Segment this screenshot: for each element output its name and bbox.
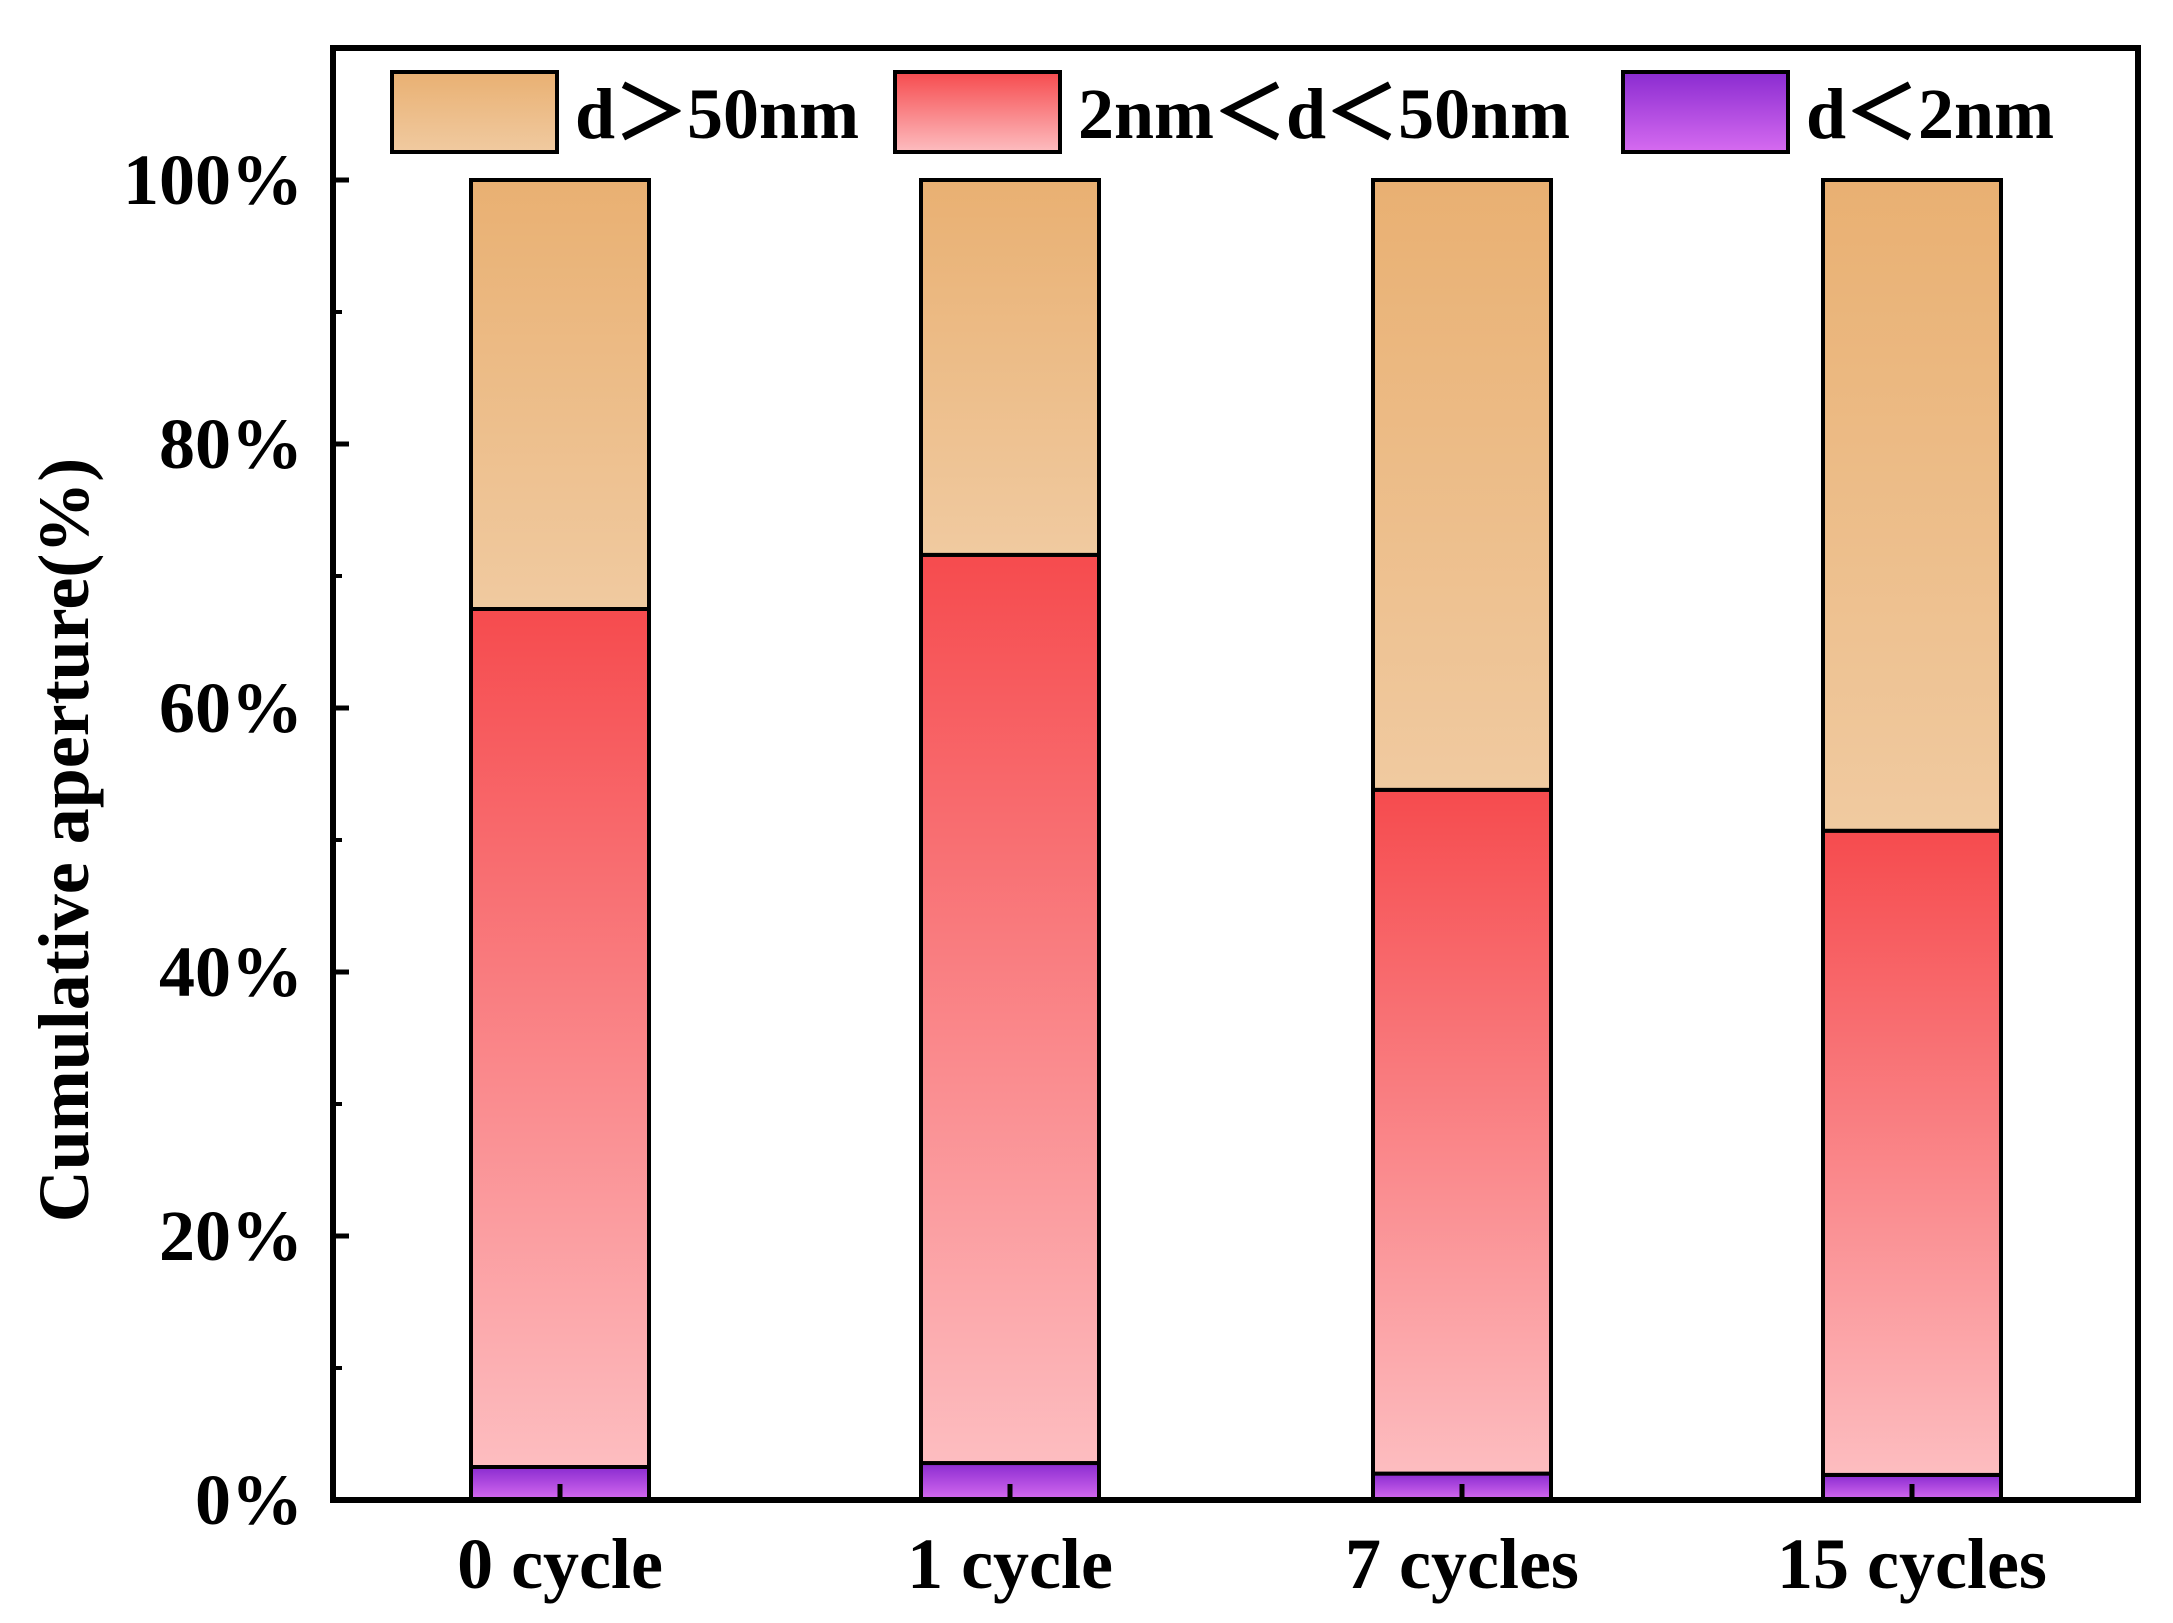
x-tick-label: 1 cycle bbox=[907, 1524, 1113, 1604]
legend-label: d＜2nm bbox=[1806, 74, 2054, 154]
x-tick-label: 0 cycle bbox=[457, 1524, 663, 1604]
bar-macro-2 bbox=[1371, 178, 1553, 792]
bar-meso-3 bbox=[1821, 828, 2003, 1477]
bar-meso-2 bbox=[1371, 787, 1553, 1476]
legend-swatch bbox=[390, 70, 559, 154]
y-axis-title: Cumulative aperture(%) bbox=[24, 458, 104, 1223]
y-tick-label: 0% bbox=[195, 1460, 303, 1540]
bar-meso-1 bbox=[919, 552, 1101, 1466]
bar-meso-0 bbox=[469, 607, 651, 1469]
x-tick-label: 15 cycles bbox=[1777, 1524, 2047, 1604]
y-tick-label: 60% bbox=[159, 668, 303, 748]
legend-swatch bbox=[893, 70, 1062, 154]
y-tick-label: 80% bbox=[159, 404, 303, 484]
bar-macro-3 bbox=[1821, 178, 2003, 833]
y-tick-label: 100% bbox=[123, 140, 303, 220]
y-tick-label: 20% bbox=[159, 1196, 303, 1276]
bar-macro-0 bbox=[469, 178, 651, 611]
legend-swatch bbox=[1621, 70, 1790, 154]
legend-label: d＞50nm bbox=[575, 74, 859, 154]
legend-label: 2nm＜d＜50nm bbox=[1078, 74, 1570, 154]
y-tick-label: 40% bbox=[159, 932, 303, 1012]
plot-frame bbox=[330, 45, 2141, 1503]
x-tick-label: 7 cycles bbox=[1345, 1524, 1579, 1604]
bar-macro-1 bbox=[919, 178, 1101, 557]
